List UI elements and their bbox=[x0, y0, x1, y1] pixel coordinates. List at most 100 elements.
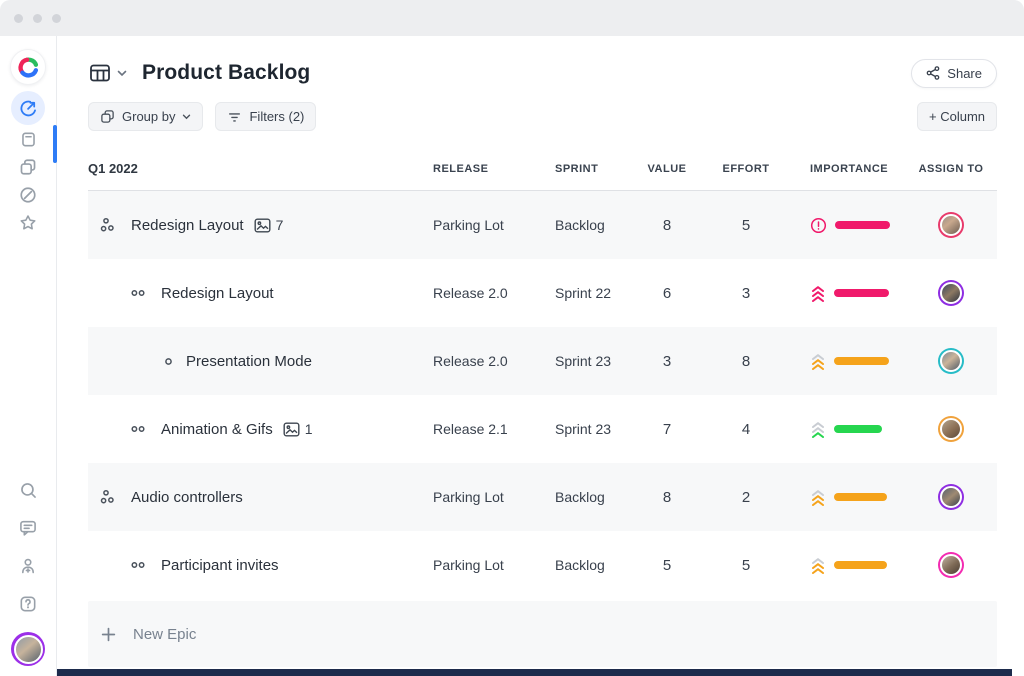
importance-chevrons-icon bbox=[810, 557, 826, 574]
release-cell: Parking Lot bbox=[433, 489, 504, 505]
sidebar-item-dashboard[interactable] bbox=[11, 91, 45, 125]
attachment-count: 1 bbox=[304, 421, 313, 437]
release-cell: Parking Lot bbox=[433, 217, 504, 233]
release-cell: Release 2.0 bbox=[433, 285, 508, 301]
assignee-avatar[interactable] bbox=[938, 280, 964, 306]
group-label: Q1 2022 bbox=[88, 161, 138, 176]
user-avatar[interactable] bbox=[11, 632, 45, 666]
table-header-row: Q1 2022 RELEASE SPRINT VALUE EFFORT IMPO… bbox=[88, 147, 997, 191]
window-control-dot[interactable] bbox=[52, 13, 61, 23]
assignee-avatar[interactable] bbox=[938, 348, 964, 374]
share-icon bbox=[926, 66, 940, 80]
assignee-photo bbox=[940, 282, 962, 304]
sidebar-item-comments[interactable] bbox=[14, 514, 42, 542]
sidebar-item-notes[interactable] bbox=[14, 125, 42, 153]
importance-bar bbox=[834, 493, 887, 501]
importance-cell[interactable] bbox=[786, 217, 905, 234]
importance-chevrons-icon bbox=[810, 421, 826, 438]
layers-icon bbox=[20, 159, 36, 175]
search-icon bbox=[20, 482, 36, 498]
importance-cell[interactable] bbox=[786, 421, 905, 438]
chevron-down-icon bbox=[183, 114, 191, 119]
importance-bar bbox=[834, 289, 889, 297]
assignee-photo bbox=[940, 554, 962, 576]
window-control-dot[interactable] bbox=[14, 13, 23, 23]
table-row[interactable]: Presentation Mode Release 2.0 Sprint 23 … bbox=[88, 327, 997, 395]
release-cell: Release 2.1 bbox=[433, 421, 508, 437]
compass-slash-icon bbox=[20, 187, 36, 203]
filter-icon bbox=[229, 112, 241, 122]
assignee-photo bbox=[940, 214, 962, 236]
help-icon bbox=[20, 596, 36, 612]
assignee-avatar[interactable] bbox=[938, 212, 964, 238]
share-button-label: Share bbox=[947, 65, 982, 81]
value-cell: 8 bbox=[662, 216, 672, 234]
feature-icon bbox=[130, 285, 146, 301]
column-header-release: RELEASE bbox=[433, 162, 489, 175]
effort-cell: 5 bbox=[741, 556, 751, 574]
item-name: Animation & Gifs bbox=[161, 420, 273, 438]
value-cell: 3 bbox=[662, 352, 672, 370]
item-name: Redesign Layout bbox=[161, 284, 274, 302]
importance-cell[interactable] bbox=[786, 285, 905, 302]
column-header-importance: IMPORTANCE bbox=[810, 162, 889, 175]
window-control-dot[interactable] bbox=[33, 13, 42, 23]
item-name: Redesign Layout bbox=[131, 216, 244, 234]
value-cell: 7 bbox=[662, 420, 672, 438]
assignee-photo bbox=[940, 486, 962, 508]
image-icon bbox=[283, 422, 300, 437]
app-logo[interactable] bbox=[10, 49, 46, 85]
filters-label: Filters (2) bbox=[249, 109, 305, 124]
assignee-avatar[interactable] bbox=[938, 484, 964, 510]
value-cell: 6 bbox=[662, 284, 672, 302]
sidebar-item-explore[interactable] bbox=[14, 181, 42, 209]
importance-cell[interactable] bbox=[786, 353, 905, 370]
filters-button[interactable]: Filters (2) bbox=[215, 102, 317, 131]
image-icon bbox=[254, 218, 271, 233]
effort-cell: 5 bbox=[741, 216, 751, 234]
new-epic-button[interactable]: New Epic bbox=[88, 601, 997, 667]
table-row[interactable]: Audio controllers Parking Lot Backlog 8 … bbox=[88, 463, 997, 531]
group-icon bbox=[101, 110, 114, 123]
epic-icon bbox=[100, 217, 116, 233]
table-view-icon bbox=[90, 64, 110, 82]
page-title: Product Backlog bbox=[142, 61, 311, 84]
table-row[interactable]: Redesign Layout 7 Parking Lot Backlog 8 … bbox=[88, 191, 997, 259]
sidebar-item-search[interactable] bbox=[14, 476, 42, 504]
sidebar-item-invite[interactable] bbox=[14, 552, 42, 580]
share-button[interactable]: Share bbox=[911, 58, 997, 88]
add-column-label: + Column bbox=[929, 109, 985, 124]
importance-cell[interactable] bbox=[786, 489, 905, 506]
star-icon bbox=[20, 215, 36, 230]
item-name: Presentation Mode bbox=[186, 352, 312, 370]
assignee-avatar[interactable] bbox=[938, 416, 964, 442]
effort-cell: 3 bbox=[741, 284, 751, 302]
attachment-badge: 7 bbox=[254, 217, 283, 233]
window-titlebar bbox=[0, 0, 1024, 36]
plus-icon bbox=[101, 627, 116, 641]
table-row[interactable]: Participant invites Parking Lot Backlog … bbox=[88, 531, 997, 599]
sprint-cell: Sprint 23 bbox=[555, 353, 612, 369]
sidebar-item-favorites[interactable] bbox=[14, 209, 42, 237]
feature-icon bbox=[130, 557, 146, 573]
logo-c-icon bbox=[17, 57, 38, 78]
add-column-button[interactable]: + Column bbox=[917, 102, 997, 131]
bottom-strip bbox=[57, 669, 1012, 676]
sidebar-item-cards[interactable] bbox=[14, 153, 42, 181]
importance-chevrons-icon bbox=[810, 353, 826, 370]
release-cell: Release 2.0 bbox=[433, 353, 508, 369]
sprint-cell: Backlog bbox=[555, 217, 605, 233]
main-content: Product Backlog Share bbox=[57, 36, 1024, 676]
item-name: Participant invites bbox=[161, 556, 279, 574]
assignee-avatar[interactable] bbox=[938, 552, 964, 578]
table-row[interactable]: Animation & Gifs 1 Release 2.1 Sprint 23… bbox=[88, 395, 997, 463]
group-by-button[interactable]: Group by bbox=[88, 102, 204, 131]
sidebar-item-help[interactable] bbox=[14, 590, 42, 618]
column-header-assign-to: ASSIGN TO bbox=[918, 162, 984, 175]
importance-cell[interactable] bbox=[786, 557, 905, 574]
page-header: Product Backlog Share bbox=[88, 58, 997, 88]
sidebar bbox=[0, 36, 57, 676]
table-row[interactable]: Redesign Layout Release 2.0 Sprint 22 6 … bbox=[88, 259, 997, 327]
view-switcher[interactable] bbox=[88, 61, 127, 85]
